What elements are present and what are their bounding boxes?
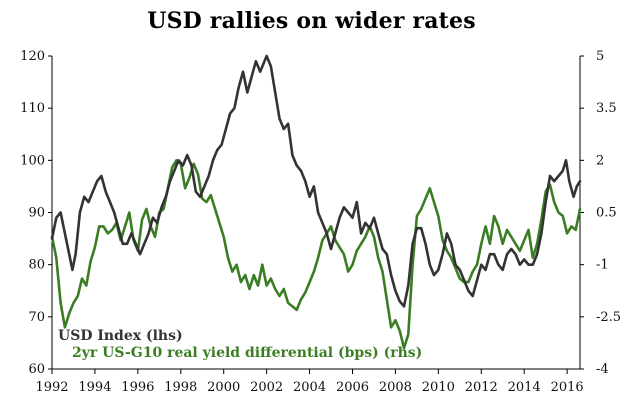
legend-entry-yield-differential: 2yr US-G10 real yield differential (bps)…: [72, 345, 422, 361]
left-axis-tick-label: 60: [28, 362, 45, 377]
chart-title: USD rallies on wider rates: [147, 8, 476, 34]
x-axis-tick-label: 2010: [422, 380, 455, 395]
x-axis-tick-label: 1992: [35, 380, 68, 395]
right-axis-tick-label: 3.5: [596, 101, 617, 116]
legend: USD Index (lhs)2yr US-G10 real yield dif…: [58, 328, 422, 361]
axes: 60 70 80 90 100 110 120 -4 -2.5 -1 0.5 2 3.5 5 1992 199…: [20, 49, 621, 395]
right-axis-tick-label: 2: [596, 153, 604, 168]
left-axis-tick-label: 100: [20, 153, 45, 168]
x-axis-tick-label: 1996: [121, 380, 154, 395]
legend-entry-usd-index: USD Index (lhs): [58, 328, 183, 344]
x-axis-tick-label: 2012: [465, 380, 498, 395]
yield-differential-series-line: [50, 159, 582, 350]
x-axis-tick-label: 2014: [508, 380, 541, 395]
right-axis-tick-label: -1: [596, 258, 609, 273]
x-axis-tick-label: 2000: [207, 380, 240, 395]
x-axis-tick-label: 2016: [551, 380, 584, 395]
x-axis-tick-label: 1994: [78, 380, 111, 395]
usd-index-series-line: [50, 54, 582, 308]
left-axis-tick-label: 80: [28, 258, 45, 273]
x-axis-tick-label: 2002: [250, 380, 283, 395]
left-axis-tick-label: 110: [20, 101, 45, 116]
x-axis-tick-label: 2008: [379, 380, 412, 395]
right-axis-tick-label: -2.5: [596, 310, 621, 325]
x-axis-tick-label: 1998: [164, 380, 197, 395]
left-axis-tick-label: 70: [28, 310, 45, 325]
series-lines: [50, 54, 582, 350]
right-axis-tick-label: -4: [596, 362, 609, 377]
left-axis-tick-label: 120: [20, 49, 45, 64]
x-axis-tick-label: 2004: [293, 380, 326, 395]
x-axis-tick-label: 2006: [336, 380, 369, 395]
right-axis-tick-label: 5: [596, 49, 604, 64]
right-axis-tick-label: 0.5: [596, 206, 617, 221]
left-axis-tick-label: 90: [28, 206, 45, 221]
